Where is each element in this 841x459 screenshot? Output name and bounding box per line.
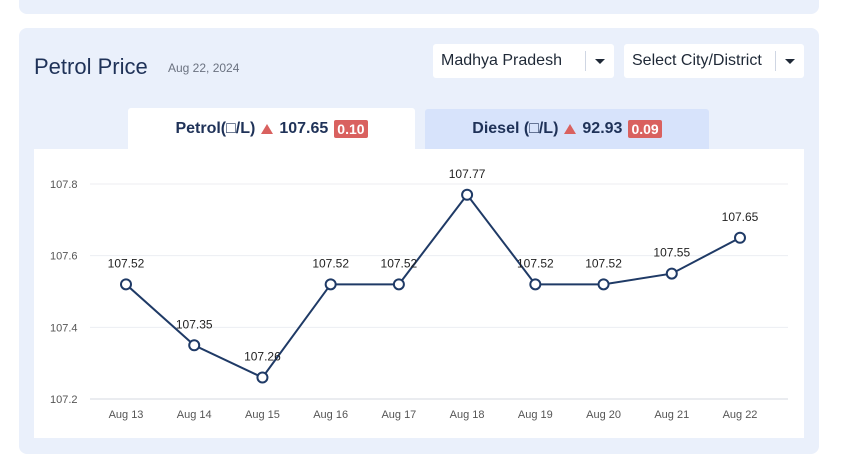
data-label: 107.65 bbox=[722, 210, 759, 224]
select-divider bbox=[775, 51, 776, 71]
data-label: 107.35 bbox=[176, 317, 213, 331]
chevron-down-icon[interactable] bbox=[776, 58, 804, 64]
tab-petrol-change-badge: 0.10 bbox=[334, 120, 368, 138]
tab-diesel-label: Diesel (□/L) bbox=[472, 120, 559, 137]
data-point bbox=[597, 278, 610, 291]
data-label: 107.52 bbox=[517, 256, 554, 270]
y-tick-label: 107.2 bbox=[50, 394, 78, 406]
x-tick-label: Aug 13 bbox=[109, 409, 144, 421]
data-label: 107.26 bbox=[244, 350, 281, 364]
select-divider bbox=[585, 51, 586, 71]
data-label: 107.52 bbox=[585, 256, 622, 270]
data-label: 107.52 bbox=[381, 256, 418, 270]
tab-petrol-price: 107.65 bbox=[279, 120, 329, 137]
data-label: 107.52 bbox=[108, 256, 145, 270]
y-tick-label: 107.6 bbox=[50, 251, 78, 263]
chevron-down-icon[interactable] bbox=[586, 58, 614, 64]
data-label: 107.55 bbox=[653, 246, 690, 260]
x-tick-label: Aug 14 bbox=[177, 409, 212, 421]
data-point bbox=[188, 339, 201, 352]
page-title: Petrol Price bbox=[34, 54, 148, 79]
x-tick-label: Aug 21 bbox=[654, 409, 689, 421]
price-up-icon bbox=[261, 124, 274, 134]
tab-diesel-change-badge: 0.09 bbox=[628, 120, 662, 138]
city-select[interactable]: Select City/District bbox=[624, 44, 804, 78]
top-card bbox=[19, 0, 819, 14]
data-point bbox=[392, 278, 405, 291]
y-tick-label: 107.4 bbox=[50, 322, 78, 334]
data-point bbox=[529, 278, 542, 291]
x-tick-label: Aug 22 bbox=[723, 409, 758, 421]
price-up-icon bbox=[564, 124, 577, 134]
tab-diesel-price: 92.93 bbox=[582, 120, 623, 137]
chart-container: 107.2 107.4 107.6 107.8 Aug 13 Aug 14 Aug 15 Au… bbox=[34, 149, 804, 438]
data-label: 107.77 bbox=[449, 167, 486, 181]
city-select-value: Select City/District bbox=[632, 52, 762, 69]
data-point bbox=[461, 188, 474, 201]
x-tick-label: Aug 15 bbox=[245, 409, 280, 421]
data-point bbox=[324, 278, 337, 291]
state-select-value: Madhya Pradesh bbox=[441, 52, 562, 69]
x-tick-label: Aug 18 bbox=[450, 409, 485, 421]
price-line-chart: 107.2 107.4 107.6 107.8 Aug 13 Aug 14 Aug 15 Au… bbox=[50, 167, 788, 421]
data-point bbox=[665, 267, 678, 280]
state-select[interactable]: Madhya Pradesh bbox=[433, 44, 614, 78]
x-tick-label: Aug 19 bbox=[518, 409, 553, 421]
tab-petrol[interactable]: Petrol(□/L) 107.65 0.10 bbox=[128, 108, 415, 150]
series-line bbox=[125, 193, 741, 379]
x-tick-label: Aug 17 bbox=[381, 409, 416, 421]
price-date: Aug 22, 2024 bbox=[168, 61, 240, 75]
tab-diesel[interactable]: Diesel (□/L) 92.93 0.09 bbox=[425, 109, 709, 149]
data-point bbox=[734, 231, 746, 244]
data-point bbox=[120, 278, 132, 291]
tab-petrol-label: Petrol(□/L) bbox=[175, 120, 256, 137]
x-tick-label: Aug 16 bbox=[313, 409, 348, 421]
y-tick-label: 107.8 bbox=[50, 179, 78, 191]
x-tick-label: Aug 20 bbox=[586, 409, 621, 421]
data-point bbox=[256, 371, 269, 384]
data-label: 107.52 bbox=[312, 256, 349, 270]
